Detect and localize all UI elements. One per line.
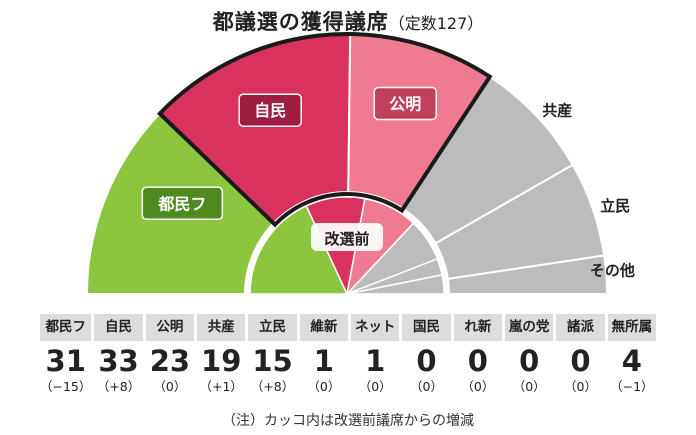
footnote: （注）カッコ内は改選前議席からの増減 <box>222 413 474 429</box>
seat-count: 0 <box>416 344 437 378</box>
seat-change: （+8） <box>96 379 141 394</box>
badge-label-komei: 公明 <box>389 95 421 114</box>
highlight-outline <box>156 32 493 228</box>
party-name: 無所属 <box>607 314 656 341</box>
party-column: 国民 0 （0） <box>402 314 451 395</box>
party-name: れ新 <box>453 314 503 341</box>
inner-label: 改選前 <box>324 230 369 248</box>
seat-count: 23 <box>149 344 191 378</box>
party-column: 嵐の党 0 （0） <box>505 314 554 395</box>
seat-count: 4 <box>621 344 642 378</box>
badge-tomin <box>141 186 224 221</box>
seat-table: 都民フ 31 （−15） 自民 33 （+8） 公明 23 （0） 共産 19 （+1） 立民 15 （+8… <box>40 314 656 395</box>
party-column: れ新 0 （0） <box>453 314 503 395</box>
party-column: 無所属 4 （−1） <box>607 314 656 395</box>
party-name: 都民フ <box>40 314 92 341</box>
seat-count: 0 <box>467 344 488 378</box>
party-name: 維新 <box>299 314 349 341</box>
badge-label-tomin: 都民フ <box>157 194 206 213</box>
seat-change: （−15） <box>40 379 92 394</box>
seat-change: （0） <box>461 379 495 394</box>
party-column: 立民 15 （+8） <box>248 314 297 395</box>
party-name: ネット <box>351 314 400 341</box>
outside-label-other: その他 <box>590 261 635 279</box>
badge-label-ldp: 自民 <box>254 101 286 120</box>
party-name: 嵐の党 <box>505 314 554 341</box>
seat-count: 0 <box>519 344 540 378</box>
seat-count: 33 <box>98 344 139 378</box>
seat-count: 1 <box>313 344 334 378</box>
seat-count: 19 <box>201 344 242 378</box>
party-name: 共産 <box>197 314 246 341</box>
inner-label-box <box>311 223 383 251</box>
seat-change: （0） <box>153 379 187 394</box>
outside-label-cdp: 立民 <box>600 197 630 215</box>
seat-count: 31 <box>45 344 86 378</box>
party-column: 公明 23 （0） <box>145 314 195 395</box>
seat-change: （−1） <box>610 379 654 394</box>
party-column: 共産 19 （+1） <box>197 314 246 395</box>
seat-change: （0） <box>358 379 392 394</box>
party-column: ネット 1 （0） <box>351 314 400 395</box>
seat-count: 0 <box>570 344 591 378</box>
badge-komei <box>373 86 438 121</box>
seat-change: （+8） <box>250 379 295 394</box>
seat-change: （0） <box>410 379 443 394</box>
party-name: 自民 <box>94 314 143 341</box>
party-name: 諸派 <box>556 314 605 341</box>
party-column: 都民フ 31 （−15） <box>40 314 92 395</box>
party-column: 維新 1 （0） <box>299 314 349 395</box>
party-name: 立民 <box>248 314 297 341</box>
seat-count: 15 <box>252 344 293 378</box>
outside-label-jcp: 共産 <box>542 101 572 119</box>
party-column: 諸派 0 （0） <box>556 314 605 395</box>
seat-count: 1 <box>365 344 386 378</box>
chart-title: 都議選の獲得議席（定数127） <box>0 6 696 36</box>
party-name: 公明 <box>145 314 195 341</box>
seat-change: （0） <box>307 379 341 394</box>
majority-highlight <box>156 32 493 228</box>
party-column: 自民 33 （+8） <box>94 314 143 395</box>
chart-title-main: 都議選の獲得議席 <box>212 10 389 34</box>
badge-ldp <box>238 93 302 127</box>
party-name: 国民 <box>402 314 451 341</box>
chart-title-sub: （定数127） <box>388 14 484 33</box>
seat-change: （+1） <box>199 379 243 394</box>
seat-change: （0） <box>512 379 546 394</box>
seat-change: （0） <box>564 379 597 394</box>
